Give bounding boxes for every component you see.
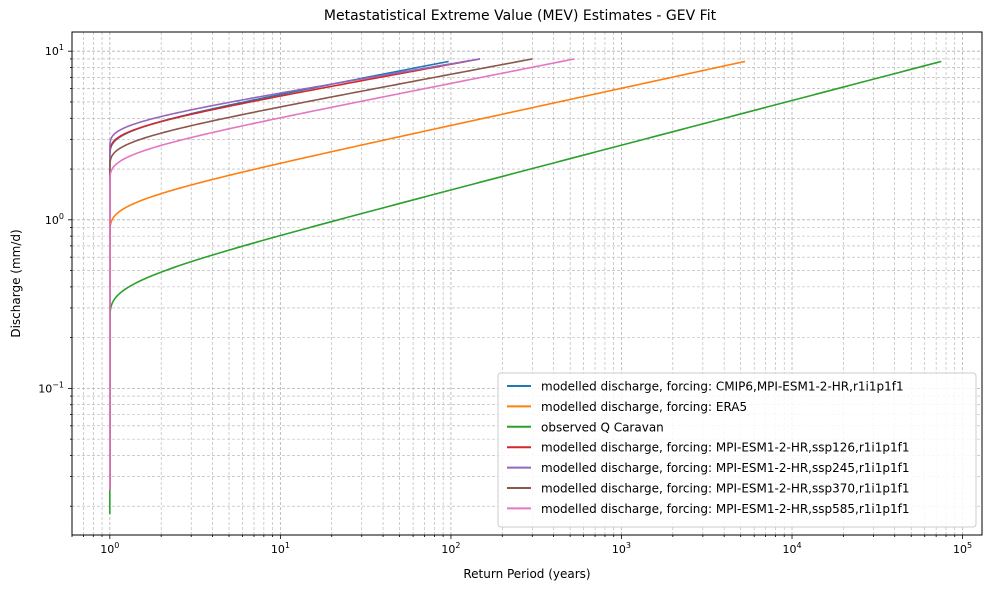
- x-tick-label: 102: [441, 541, 460, 556]
- legend-entry-3: observed Q Caravan: [541, 420, 664, 434]
- legend-box: [497, 372, 977, 528]
- series-line-7: [109, 58, 575, 490]
- x-tick-label: 105: [953, 541, 972, 556]
- y-axis-label: Discharge (mm/d): [9, 229, 23, 337]
- y-tick-label: 101: [45, 43, 64, 58]
- y-tick-label: 100: [45, 212, 64, 227]
- axis-ticks: [68, 50, 963, 539]
- tick-labels: 100 101 102 103 104 105 10−1 100 101: [38, 43, 972, 556]
- legend-items: modelled discharge, forcing: CMIP6,MPI-E…: [507, 380, 909, 516]
- x-axis-label: Return Period (years): [463, 567, 590, 581]
- plot-frame: [71, 31, 983, 536]
- x-tick-label: 100: [100, 541, 119, 556]
- series-lines: [109, 58, 942, 514]
- x-tick-label: 101: [271, 541, 290, 556]
- y-tick-label: 10−1: [38, 380, 64, 395]
- chart-title: Metastatistical Extreme Value (MEV) Esti…: [324, 8, 717, 24]
- legend-entry-1: modelled discharge, forcing: CMIP6,MPI-E…: [541, 380, 904, 394]
- x-tick-label: 103: [612, 541, 631, 556]
- legend-entry-2: modelled discharge, forcing: ERA5: [541, 400, 747, 414]
- x-tick-label: 104: [782, 541, 801, 556]
- legend-entry-7: modelled discharge, forcing: MPI-ESM1-2-…: [541, 502, 909, 516]
- legend: modelled discharge, forcing: CMIP6,MPI-E…: [497, 372, 977, 528]
- legend-entry-6: modelled discharge, forcing: MPI-ESM1-2-…: [541, 482, 909, 496]
- legend-entry-5: modelled discharge, forcing: MPI-ESM1-2-…: [541, 461, 909, 475]
- legend-entry-4: modelled discharge, forcing: MPI-ESM1-2-…: [541, 441, 909, 455]
